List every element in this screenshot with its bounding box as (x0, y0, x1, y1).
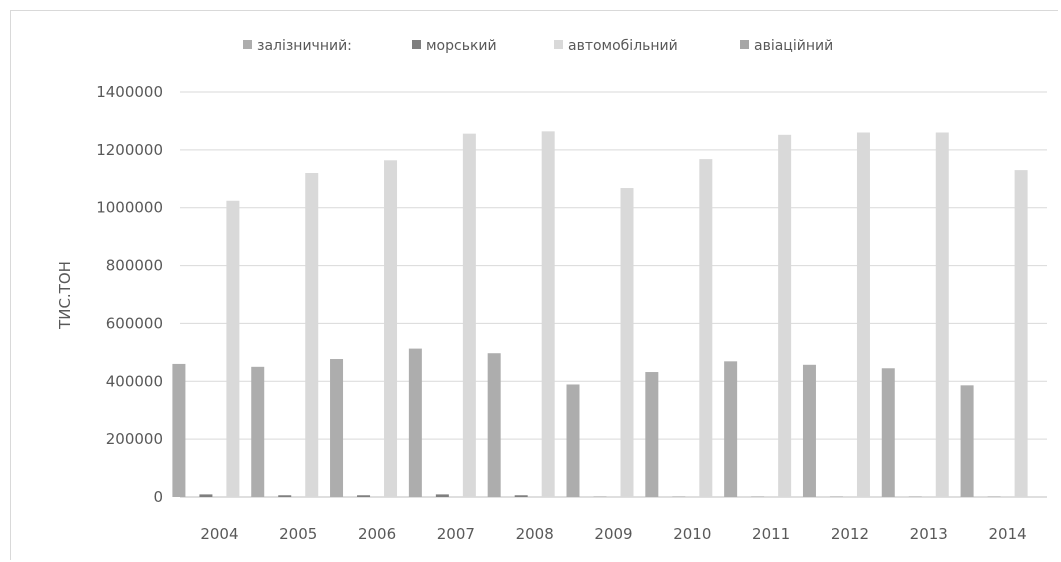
legend-label: залізничний: (257, 38, 352, 54)
bar-морський-2008 (514, 495, 528, 497)
x-tick-label: 2013 (910, 525, 948, 543)
bar-автомобільний-2005 (305, 173, 319, 497)
bar-автомобільний-2013 (935, 132, 949, 497)
bar-залізничний-2010 (645, 372, 659, 497)
legend-label: морський (426, 38, 497, 54)
bar-автомобільний-2007 (462, 133, 476, 497)
y-tick-label: 400000 (106, 372, 163, 390)
bar-морський-2005 (278, 495, 292, 497)
bar-залізничний-2006 (330, 359, 344, 497)
bar-залізничний-2012 (802, 364, 816, 497)
y-tick-label: 1400000 (96, 83, 163, 101)
y-axis-ticks: 0 200000 400000 600000 800000 1000000 1200000 1… (96, 83, 163, 506)
legend-swatch (554, 40, 563, 49)
x-tick-label: 2014 (988, 525, 1026, 543)
bar-автомобільний-2014 (1014, 170, 1028, 497)
bar-залізничний-2007 (408, 348, 422, 497)
bar-залізничний-2008 (487, 353, 501, 497)
bar-залізничний-2005 (251, 366, 265, 497)
bar-залізничний-2004 (172, 363, 186, 497)
bar-автомобільний-2008 (541, 131, 555, 498)
x-tick-label: 2010 (673, 525, 711, 543)
x-tick-label: 2004 (200, 525, 238, 543)
legend-swatch (243, 40, 252, 49)
bar-залізничний-2013 (881, 368, 895, 497)
x-axis-ticks: 2004 2005 2006 2007 2008 2009 2010 2011 2012 2013… (200, 525, 1026, 543)
bar-залізничний-2014 (960, 385, 974, 497)
legend-swatch (740, 40, 749, 49)
x-tick-label: 2006 (358, 525, 396, 543)
bar-морський-2007 (435, 494, 449, 497)
y-tick-label: 600000 (106, 314, 163, 332)
y-tick-label: 1000000 (96, 199, 163, 217)
bar-автомобільний-2004 (226, 200, 240, 497)
bars (172, 131, 1028, 498)
bar-автомобільний-2006 (384, 160, 398, 497)
gridlines (180, 91, 1047, 498)
bar-морський-2006 (357, 495, 371, 497)
chart-legend: залізничний: морський автомобільний авіацій… (243, 38, 833, 54)
bar-автомобільний-2009 (620, 188, 634, 498)
bar-автомобільний-2012 (856, 132, 870, 497)
y-tick-label: 200000 (106, 430, 163, 448)
legend-label: автомобільний (568, 38, 678, 54)
x-tick-label: 2008 (516, 525, 554, 543)
y-tick-label: 800000 (106, 257, 163, 275)
y-tick-label: 1200000 (96, 141, 163, 159)
x-tick-label: 2005 (279, 525, 317, 543)
bar-автомобільний-2010 (699, 159, 713, 497)
x-tick-label: 2011 (752, 525, 790, 543)
x-tick-label: 2007 (437, 525, 475, 543)
bar-залізничний-2011 (724, 361, 738, 497)
legend-swatch (412, 40, 421, 49)
legend-label: авіаційний (754, 38, 833, 54)
x-tick-label: 2012 (831, 525, 869, 543)
bar-залізничний-2009 (566, 384, 580, 497)
bar-автомобільний-2011 (778, 134, 792, 498)
x-tick-label: 2009 (594, 525, 632, 543)
bar-морський-2004 (199, 494, 213, 497)
y-tick-label: 0 (153, 488, 163, 506)
y-axis-title: ТИС.ТОН (56, 261, 74, 330)
